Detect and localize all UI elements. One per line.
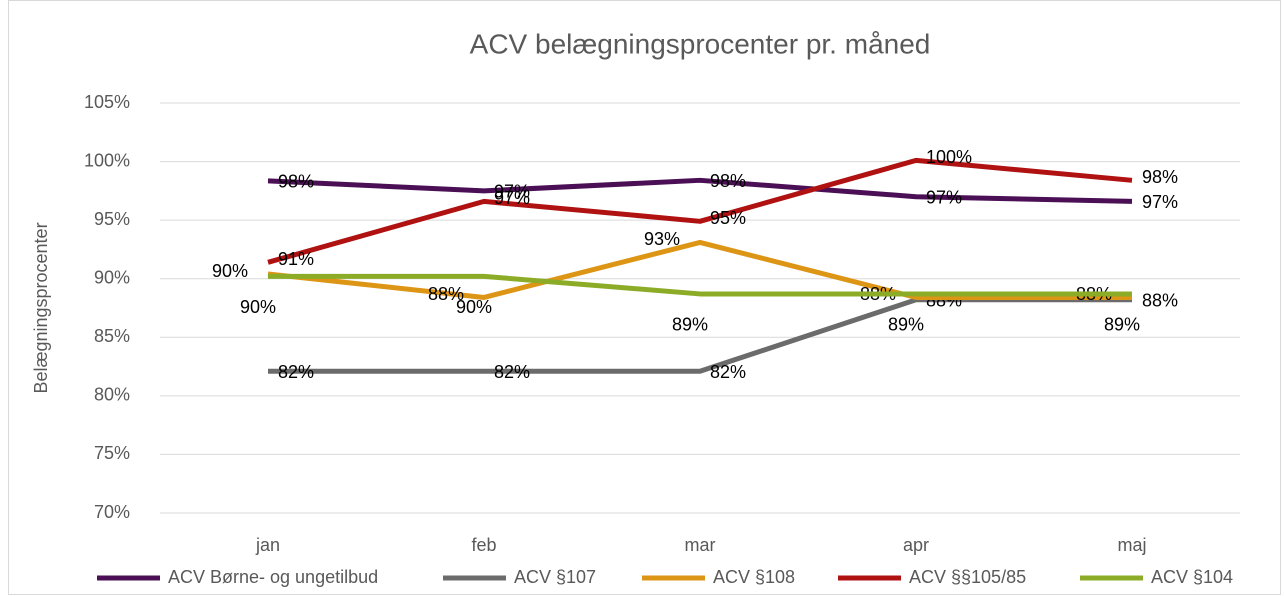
legend-label: ACV §107 — [514, 567, 596, 587]
data-label: 97% — [1142, 192, 1178, 212]
y-tick-label: 105% — [84, 92, 130, 112]
y-tick-label: 90% — [94, 267, 130, 287]
data-label: 93% — [644, 229, 680, 249]
x-tick-label: jan — [255, 535, 280, 555]
y-axis-label: Belægningsprocenter — [31, 222, 51, 393]
legend-label: ACV §§105/85 — [909, 567, 1026, 587]
data-label: 97% — [494, 188, 530, 208]
chart-title: ACV belægningsprocenter pr. måned — [470, 28, 931, 59]
data-label: 98% — [1142, 167, 1178, 187]
series-line — [267, 157, 1133, 265]
x-tick-label: maj — [1117, 535, 1146, 555]
data-label: 91% — [278, 249, 314, 269]
y-tick-label: 85% — [94, 326, 130, 346]
x-tick-label: apr — [903, 535, 929, 555]
y-tick-label: 75% — [94, 443, 130, 463]
data-label: 90% — [212, 261, 248, 281]
series-line — [267, 177, 1133, 204]
x-tick-label: feb — [471, 535, 496, 555]
data-label: 82% — [710, 362, 746, 382]
legend-label: ACV §108 — [713, 567, 795, 587]
legend-label: ACV §104 — [1151, 567, 1233, 587]
data-label: 89% — [888, 315, 924, 335]
data-label: 97% — [494, 182, 530, 202]
data-label: 98% — [278, 172, 314, 192]
data-label: 100% — [926, 147, 972, 167]
data-label: 97% — [926, 187, 962, 207]
data-label: 90% — [240, 297, 276, 317]
y-tick-label: 95% — [94, 209, 130, 229]
series-line — [268, 273, 1132, 297]
series-line — [267, 239, 1132, 300]
legend-label: ACV Børne- og ungetilbud — [168, 567, 378, 587]
data-label: 88% — [428, 284, 464, 304]
data-label: 95% — [710, 208, 746, 228]
data-label: 90% — [456, 297, 492, 317]
y-tick-label: 80% — [94, 385, 130, 405]
x-tick-label: mar — [685, 535, 716, 555]
data-label: 98% — [710, 171, 746, 191]
data-label: 89% — [672, 315, 708, 335]
data-label: 82% — [278, 362, 314, 382]
y-tick-label: 100% — [84, 150, 130, 170]
data-label: 88% — [1142, 291, 1178, 311]
y-tick-label: 70% — [94, 502, 130, 522]
data-label: 89% — [1104, 315, 1140, 335]
data-label: 82% — [494, 362, 530, 382]
